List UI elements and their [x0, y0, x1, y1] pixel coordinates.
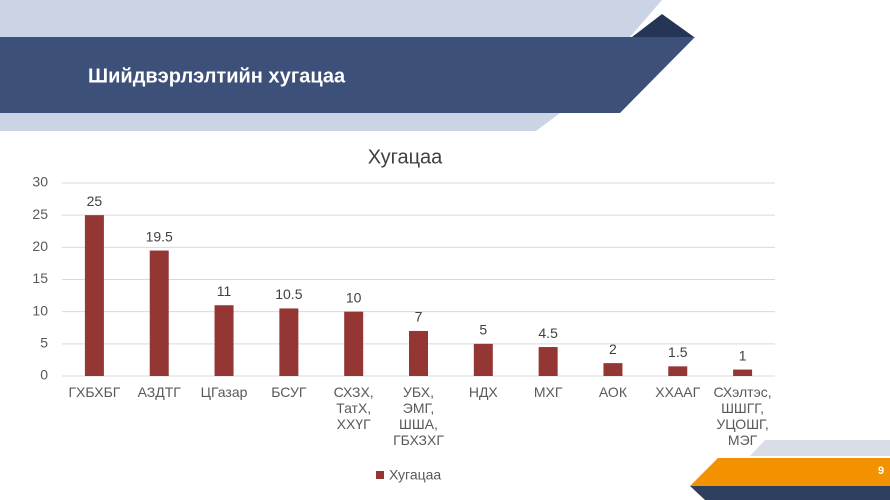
data-label: 10	[346, 289, 362, 305]
data-label: 4.5	[538, 325, 558, 341]
data-label: 19.5	[146, 228, 173, 244]
data-label: 2	[609, 341, 617, 357]
x-tick-label: ГХБХБГ	[68, 384, 121, 400]
y-tick-label: 15	[32, 270, 48, 286]
y-tick-label: 30	[32, 174, 48, 190]
data-label: 1.5	[668, 344, 688, 360]
y-tick-label: 20	[32, 238, 48, 254]
bar	[214, 305, 234, 376]
bar	[733, 369, 753, 376]
bar	[473, 343, 493, 376]
page-number: 9	[878, 465, 884, 477]
bar	[279, 308, 299, 376]
header-accent	[632, 14, 694, 37]
bar	[668, 366, 688, 376]
data-label: 11	[217, 283, 232, 299]
y-tick-label: 5	[40, 335, 48, 351]
data-label: 10.5	[275, 286, 302, 302]
legend-label: Хугацаа	[389, 467, 441, 483]
header-banner	[0, 37, 695, 113]
x-tick-label: НДХ	[468, 384, 498, 400]
chart-title: Хугацаа	[368, 146, 443, 168]
data-label: 25	[87, 193, 103, 209]
footer-light	[750, 440, 890, 456]
x-tick-label: БСУГ	[271, 384, 307, 400]
bar	[603, 363, 623, 376]
footer-dark	[690, 486, 890, 500]
data-label: 7	[415, 309, 423, 325]
x-tick-label: УБХ, ЭМГ, ШША, ГБХЗХГ	[393, 384, 444, 448]
header-band-lower	[0, 113, 560, 131]
y-tick-label: 0	[40, 367, 48, 383]
x-tick-label: АЗДТГ	[137, 384, 181, 400]
x-tick-label: АОК	[598, 384, 627, 400]
y-tick-label: 10	[32, 302, 48, 318]
bar	[409, 330, 428, 376]
y-tick-label: 25	[32, 206, 48, 222]
footer-orange	[690, 458, 890, 486]
x-tick-label: СХЗХ, ТатХ, ХХҮГ	[333, 384, 374, 432]
header-band-light	[0, 0, 662, 37]
x-tick-label: ХХААГ	[655, 384, 701, 400]
data-label: 1	[739, 347, 747, 363]
slide-title: Шийдвэрлэлтийн хугацаа	[88, 65, 346, 87]
x-tick-label: СХэлтэс, ШШГГ, УЦОШГ, МЭГ	[713, 384, 772, 448]
bar	[149, 250, 169, 376]
bar	[538, 347, 558, 376]
x-tick-label: ЦГазар	[200, 384, 248, 400]
data-label: 5	[479, 322, 487, 338]
bar	[84, 215, 104, 376]
x-tick-label: МХГ	[533, 384, 563, 400]
bar	[344, 311, 364, 376]
legend-swatch	[376, 471, 384, 479]
